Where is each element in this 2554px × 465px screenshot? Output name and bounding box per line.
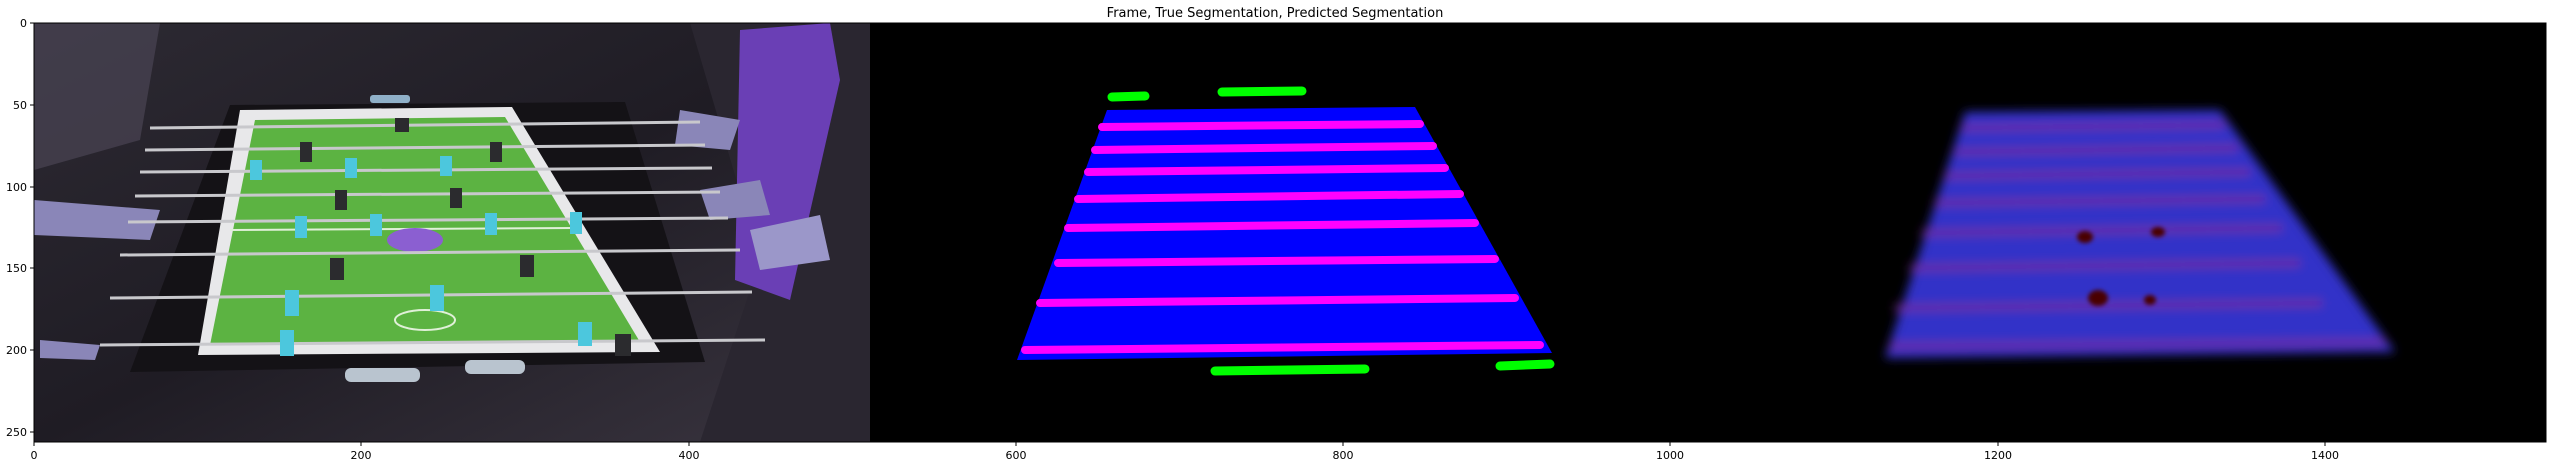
y-tick-label: 150	[6, 262, 27, 275]
y-tick-label: 100	[6, 181, 27, 194]
frame-panel	[34, 23, 870, 442]
y-tick-label: 250	[6, 426, 27, 439]
x-tick-label: 0	[31, 449, 38, 462]
x-tick-label: 1000	[1656, 449, 1684, 462]
x-tick-label: 400	[679, 449, 700, 462]
predicted-segmentation-panel	[1885, 110, 2395, 358]
image-area	[34, 23, 2546, 442]
x-tick-label: 600	[1006, 449, 1027, 462]
figure-title: Frame, True Segmentation, Predicted Segm…	[1107, 6, 1444, 21]
y-axis: 0 50 100 150 200 250	[6, 17, 34, 439]
y-tick-label: 200	[6, 344, 27, 357]
y-tick-label: 50	[13, 99, 27, 112]
axes-frame	[33, 22, 2547, 443]
y-tick-label: 0	[20, 17, 27, 30]
x-tick-label: 800	[1333, 449, 1354, 462]
x-tick-label: 1400	[2311, 449, 2339, 462]
x-tick-label: 1200	[1984, 449, 2012, 462]
x-axis: 0 200 400 600 800 1000 1200 1400	[31, 442, 2339, 462]
true-segmentation-panel	[1017, 86, 1555, 376]
x-tick-label: 200	[351, 449, 372, 462]
